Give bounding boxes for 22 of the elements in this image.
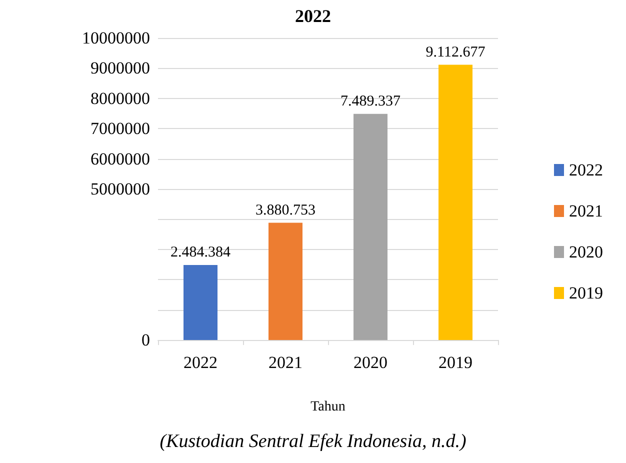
data-label: 2.484.384	[170, 244, 231, 260]
x-axis-title: Tahun	[310, 400, 346, 414]
x-tick-label: 2019	[438, 353, 472, 372]
x-tick-label: 2020	[354, 353, 388, 372]
legend-label: 2022	[569, 160, 603, 180]
y-tick-label: 9000000	[90, 58, 150, 78]
y-tick-label: 0	[142, 330, 150, 350]
y-tick-label: 5000000	[90, 180, 150, 198]
text: (Kustodian Sentral Efek Indonesia, n.d.)	[160, 431, 466, 452]
x-tick-label: 2022	[184, 353, 218, 372]
chart-title: 2022	[295, 6, 331, 26]
y-tick-label: 10000000	[82, 28, 150, 48]
x-tick-label: 2021	[268, 353, 302, 372]
y-tick-label: 6000000	[90, 149, 150, 168]
y-tick-label: 8000000	[90, 88, 150, 108]
data-label: 7.489.337	[340, 93, 401, 110]
data-label: 3.880.753	[256, 202, 316, 218]
legend-label: 2021	[569, 202, 603, 220]
legend-label: 2020	[569, 242, 603, 262]
data-label: 9.112.677	[426, 44, 486, 60]
legend-label: 2019	[569, 284, 603, 302]
y-tick-label: 7000000	[90, 119, 150, 138]
